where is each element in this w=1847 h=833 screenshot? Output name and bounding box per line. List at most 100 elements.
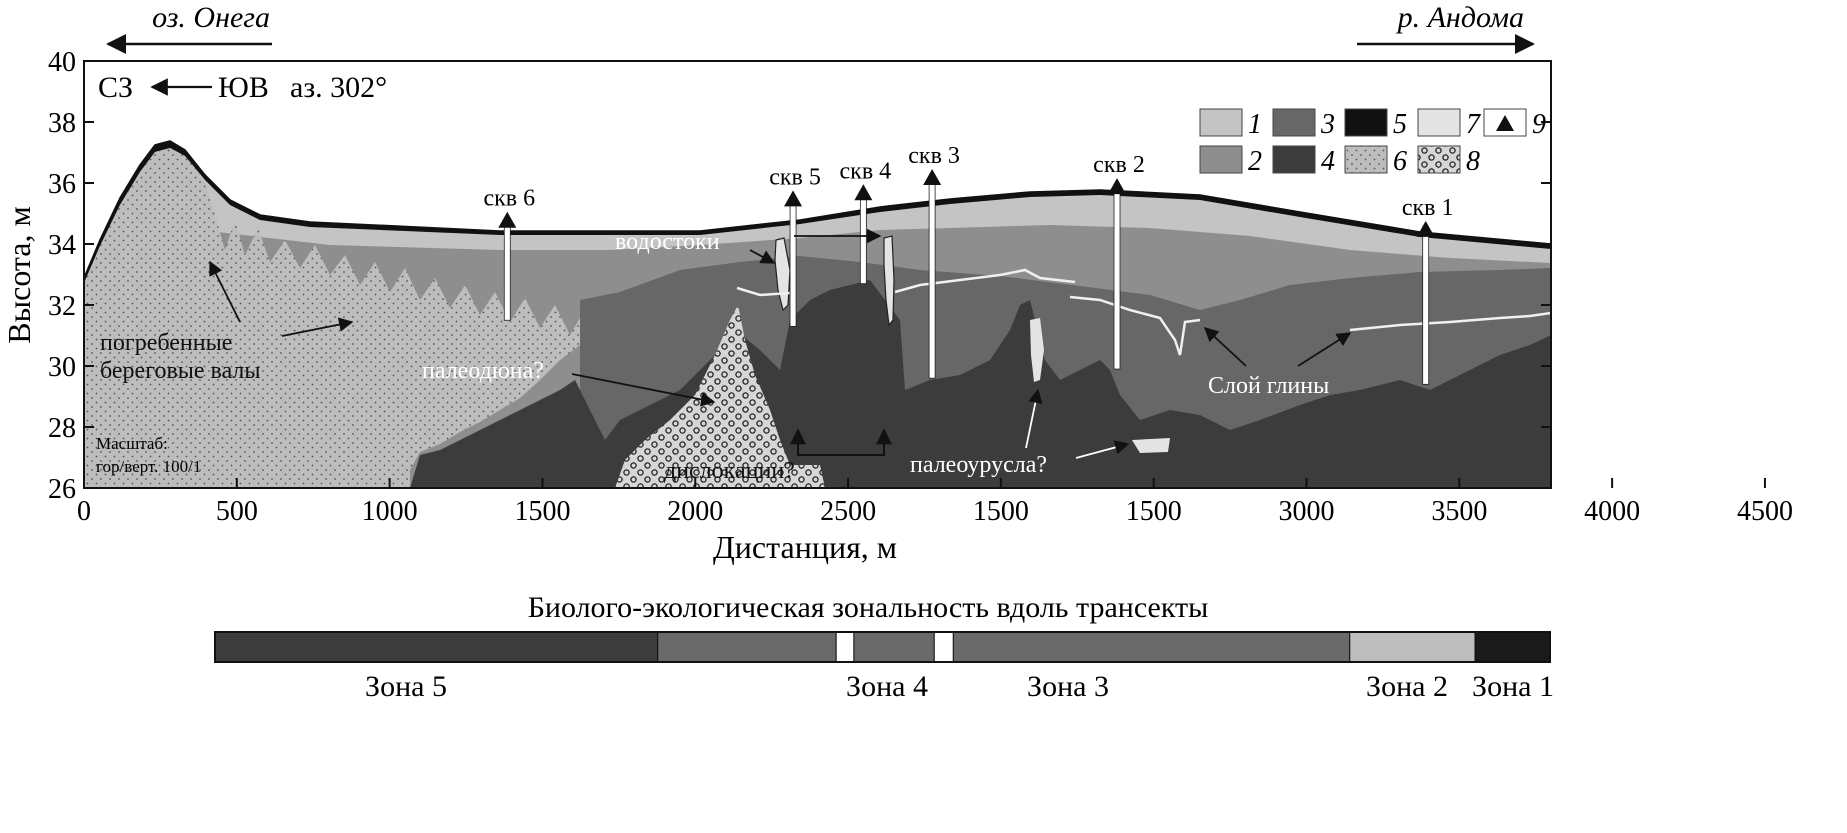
y-tick-label: 34 [48, 230, 76, 261]
nw-label: СЗ [98, 71, 133, 104]
legend-label: 9 [1532, 109, 1546, 140]
zone-segment [1349, 631, 1476, 663]
borehole-shaft [1422, 234, 1430, 385]
zone-segment [952, 631, 1351, 663]
legend-swatch [1272, 145, 1316, 174]
legend-label: 8 [1466, 146, 1480, 177]
drainage-channel-right [883, 235, 895, 327]
borehole-label: скв 3 [908, 143, 960, 169]
legend-label: 6 [1393, 146, 1407, 177]
borehole-triangle-icon [1108, 178, 1127, 195]
x-axis: 0 500 1000 1500 2000 2500 1500 1500 3000 3500 4000… [77, 478, 1793, 527]
scale-note-2: гор/верт. 100/1 [96, 457, 201, 476]
y-tick-label: 30 [48, 352, 76, 383]
legend-swatch [1199, 108, 1243, 137]
borehole-label: скв 5 [769, 164, 821, 190]
legend-swatch [1344, 145, 1388, 174]
zonation-bar-frame [214, 631, 1551, 663]
zone-segment [933, 631, 954, 663]
direction-right: р. Андома [1357, 1, 1535, 54]
zone-4-label: Зона 4 [846, 670, 928, 703]
annotation-dislocations: дислокации? [664, 458, 795, 484]
scale-note-1: Масштаб: [96, 434, 168, 453]
zone-segment [214, 631, 659, 663]
borehole-label: скв 6 [483, 186, 535, 212]
legend: 1 2 3 4 5 6 7 8 9 [1199, 108, 1546, 177]
borehole-label: скв 4 [840, 158, 892, 184]
zone-2-label: Зона 2 [1366, 670, 1448, 703]
paleochannel-arrow-2-icon [1075, 440, 1130, 459]
paleochannel-2 [1132, 438, 1170, 453]
legend-label: 2 [1248, 146, 1262, 177]
azimuth-label: аз. 302° [290, 71, 387, 104]
surface-outline [84, 140, 1551, 279]
legend-swatch [1417, 145, 1461, 174]
x-tick-label: 4000 [1584, 496, 1640, 527]
zone-segment [853, 631, 935, 663]
borehole-label: скв 1 [1402, 195, 1454, 221]
annotation-drains: водостоки [615, 229, 720, 255]
ridge-arrow-1-icon [209, 260, 241, 323]
borehole-triangle-icon [923, 169, 942, 185]
legend-label: 5 [1393, 109, 1407, 140]
borehole-triangle-icon [784, 190, 803, 207]
layer-8-paleodune [615, 305, 825, 488]
x-tick-label: 2500 [820, 496, 876, 527]
direction-left: оз. Онега [106, 1, 272, 54]
boreholes-group: скв 6 скв 5 скв 4 скв 3 скв 2 скв 1 [483, 143, 1454, 385]
annotation-clay-layer: Слой глины [1208, 373, 1329, 399]
x-tick-label: 3000 [1279, 496, 1335, 527]
y-tick-label: 28 [48, 413, 76, 444]
legend-swatch [1417, 108, 1461, 137]
borehole-shaft [859, 197, 867, 285]
legend-swatch [1272, 108, 1316, 137]
annotation-paleochannels: палеоурусла? [910, 452, 1047, 478]
zone-3-label: Зона 3 [1027, 670, 1109, 703]
zone-1-label: Зона 1 [1472, 670, 1554, 703]
borehole-triangle-icon [854, 184, 873, 201]
y-tick-label: 40 [48, 47, 76, 78]
legend-label: 3 [1320, 109, 1335, 140]
direction-right-label: р. Андома [1396, 1, 1524, 34]
x-tick-label: 3500 [1431, 496, 1487, 527]
x-tick-label: 1500 [1126, 496, 1182, 527]
y-tick-label: 32 [48, 291, 76, 322]
x-tick-label: 2000 [667, 496, 723, 527]
x-tick-label: 1000 [362, 496, 418, 527]
annotation-paleodune: палеодюна? [422, 358, 544, 384]
annotation-buried-ridges-1: погребенные [100, 330, 232, 356]
clay-arrow-2-icon [1297, 332, 1352, 367]
zonation-title: Биолого-экологическая зональность вдоль … [528, 591, 1209, 624]
legend-swatch [1344, 108, 1388, 137]
y-tick-label: 26 [48, 474, 76, 505]
borehole-shaft [503, 225, 511, 321]
plot-frame [83, 60, 1552, 489]
zone-5-label: Зона 5 [365, 670, 447, 703]
legend-label: 7 [1466, 109, 1481, 140]
clay-arrow-1-icon [1203, 327, 1247, 367]
legend-triangle-icon [1496, 115, 1514, 131]
paleochannel-1 [1030, 318, 1044, 382]
paleodune-arrow-icon [571, 373, 716, 407]
zone-segment [657, 631, 837, 663]
zone-segment [1474, 631, 1551, 663]
legend-label: 4 [1321, 146, 1335, 177]
borehole-label: скв 2 [1093, 152, 1145, 178]
layer-6-beach-ridges [84, 148, 580, 488]
legend-label: 1 [1248, 109, 1262, 140]
drain-arrow-1-icon [749, 249, 776, 264]
x-tick-label: 4500 [1737, 496, 1793, 527]
clay-layer-line-3 [1069, 295, 1201, 356]
clay-layer-line-2 [894, 268, 1076, 294]
annotation-buried-ridges-2: береговые валы [100, 358, 261, 384]
borehole-triangle-icon [1416, 220, 1435, 237]
y-tick-label: 36 [48, 169, 76, 200]
x-tick-label: 1500 [514, 496, 570, 527]
legend-swatch [1199, 145, 1243, 174]
paleochannel-arrow-1-icon [1025, 388, 1043, 449]
x-tick-label: 500 [216, 496, 258, 527]
zonation-bar [214, 631, 1551, 663]
borehole-shaft [928, 182, 936, 379]
